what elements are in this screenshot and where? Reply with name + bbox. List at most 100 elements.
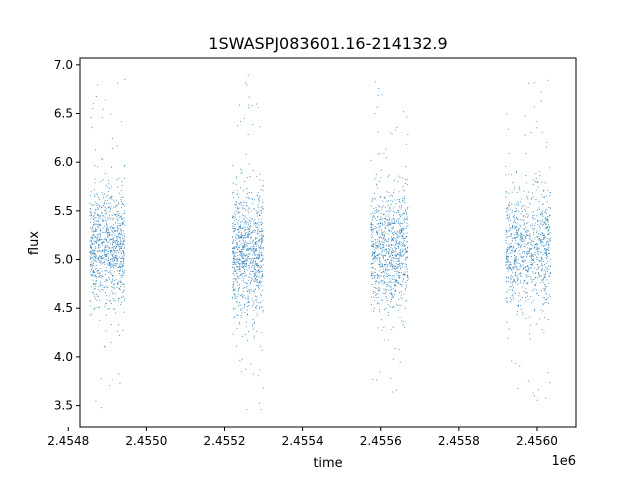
data-point xyxy=(528,234,530,236)
data-point xyxy=(112,250,114,252)
data-point xyxy=(401,266,403,268)
data-point xyxy=(394,255,396,257)
data-point xyxy=(516,171,518,173)
data-point xyxy=(255,243,257,245)
data-point xyxy=(540,282,542,284)
data-point xyxy=(392,234,394,236)
data-point xyxy=(232,286,234,288)
data-point xyxy=(97,203,99,205)
data-point xyxy=(377,293,379,295)
data-point xyxy=(119,236,121,238)
data-point xyxy=(375,177,377,179)
data-point xyxy=(92,264,94,267)
data-point xyxy=(245,287,248,289)
data-point xyxy=(104,292,107,294)
data-point xyxy=(116,230,118,232)
data-point xyxy=(405,166,407,168)
data-point xyxy=(239,104,241,106)
data-point xyxy=(252,271,255,273)
data-point xyxy=(520,265,522,267)
data-point xyxy=(116,215,118,217)
data-point xyxy=(370,229,372,231)
data-point xyxy=(254,222,256,224)
data-point xyxy=(246,197,248,199)
data-point xyxy=(260,306,262,308)
data-point xyxy=(543,273,545,275)
data-point xyxy=(114,230,116,232)
data-point xyxy=(393,244,395,246)
data-point xyxy=(506,229,508,231)
data-point xyxy=(395,240,397,242)
data-point xyxy=(378,311,380,313)
data-point xyxy=(383,288,385,290)
data-point xyxy=(506,258,508,260)
data-point xyxy=(112,274,114,277)
data-point xyxy=(116,243,118,246)
data-point xyxy=(526,232,528,234)
data-point xyxy=(93,288,95,290)
data-point xyxy=(381,329,383,332)
data-point xyxy=(514,218,516,220)
data-point xyxy=(251,218,254,220)
data-point xyxy=(243,230,245,232)
data-point xyxy=(106,286,108,289)
data-point xyxy=(114,255,116,257)
data-point xyxy=(112,263,114,265)
data-point xyxy=(514,263,516,265)
data-point xyxy=(511,191,513,193)
data-point xyxy=(400,271,402,273)
data-point xyxy=(243,291,245,293)
data-point xyxy=(249,258,251,260)
data-point xyxy=(237,261,239,263)
data-point xyxy=(255,258,257,260)
data-point xyxy=(506,321,508,323)
data-point xyxy=(118,245,120,247)
data-point xyxy=(543,288,545,290)
data-point xyxy=(395,256,397,258)
data-point xyxy=(407,207,409,209)
data-point xyxy=(522,268,524,270)
data-point xyxy=(256,276,258,278)
data-point xyxy=(535,127,537,129)
data-point xyxy=(372,228,374,230)
data-point xyxy=(119,275,121,277)
data-point xyxy=(243,201,245,203)
data-point xyxy=(406,268,408,270)
data-point xyxy=(376,216,379,218)
data-point xyxy=(121,245,123,247)
data-point xyxy=(250,250,252,252)
data-point xyxy=(255,281,257,283)
data-point xyxy=(253,199,256,201)
data-point xyxy=(541,268,543,270)
data-point xyxy=(108,230,110,232)
data-point xyxy=(254,288,256,290)
data-point xyxy=(539,260,541,262)
data-point xyxy=(404,289,407,291)
data-point xyxy=(255,245,258,247)
data-point xyxy=(251,230,253,232)
data-point xyxy=(374,81,376,83)
data-point xyxy=(247,279,249,282)
data-point xyxy=(517,226,519,228)
data-point xyxy=(108,216,111,218)
data-point xyxy=(253,267,255,269)
data-point xyxy=(546,208,548,210)
data-point xyxy=(517,283,519,285)
data-point xyxy=(246,313,249,315)
data-point xyxy=(111,244,113,246)
data-point xyxy=(400,294,402,296)
data-point xyxy=(232,333,234,335)
data-point xyxy=(121,185,123,187)
data-point xyxy=(400,291,402,293)
data-point xyxy=(519,305,521,307)
data-point xyxy=(546,242,548,244)
data-point xyxy=(507,209,509,211)
data-point xyxy=(395,203,397,205)
data-point xyxy=(506,250,508,252)
data-point xyxy=(244,260,246,262)
data-point xyxy=(539,241,542,243)
data-point xyxy=(524,252,526,254)
data-point xyxy=(388,238,390,240)
data-point xyxy=(118,216,120,218)
data-point xyxy=(510,281,512,283)
